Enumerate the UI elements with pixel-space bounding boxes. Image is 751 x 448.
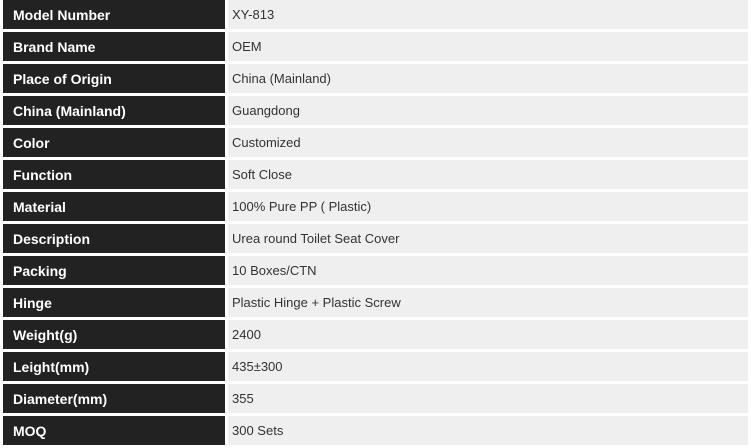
spec-label: Hinge (3, 288, 225, 317)
spec-label: Place of Origin (3, 64, 225, 93)
table-row: Material 100% Pure PP ( Plastic) (3, 192, 748, 221)
spec-label: Material (3, 192, 225, 221)
spec-label: China (Mainland) (3, 96, 225, 125)
spec-value: 100% Pure PP ( Plastic) (228, 192, 748, 221)
spec-value: Guangdong (228, 96, 748, 125)
spec-value: Plastic Hinge + Plastic Screw (228, 288, 748, 317)
table-row: Description Urea round Toilet Seat Cover (3, 224, 748, 253)
spec-label: Brand Name (3, 32, 225, 61)
spec-value: Customized (228, 128, 748, 157)
spec-label: Description (3, 224, 225, 253)
spec-label: Packing (3, 256, 225, 285)
spec-value: China (Mainland) (228, 64, 748, 93)
table-row: Weight(g) 2400 (3, 320, 748, 349)
spec-label: Diameter(mm) (3, 384, 225, 413)
spec-value: Urea round Toilet Seat Cover (228, 224, 748, 253)
table-row: Function Soft Close (3, 160, 748, 189)
table-row: Hinge Plastic Hinge + Plastic Screw (3, 288, 748, 317)
spec-label: MOQ (3, 416, 225, 445)
spec-value: OEM (228, 32, 748, 61)
table-row: Packing 10 Boxes/CTN (3, 256, 748, 285)
table-row: Color Customized (3, 128, 748, 157)
table-row: China (Mainland) Guangdong (3, 96, 748, 125)
table-row: MOQ 300 Sets (3, 416, 748, 445)
spec-label: Function (3, 160, 225, 189)
spec-value: Soft Close (228, 160, 748, 189)
table-row: Place of Origin China (Mainland) (3, 64, 748, 93)
spec-value: 355 (228, 384, 748, 413)
spec-label: Model Number (3, 0, 225, 29)
spec-value: 435±300 (228, 352, 748, 381)
spec-value: 2400 (228, 320, 748, 349)
spec-label: Leight(mm) (3, 352, 225, 381)
table-row: Model Number XY-813 (3, 0, 748, 29)
spec-label: Color (3, 128, 225, 157)
table-row: Leight(mm) 435±300 (3, 352, 748, 381)
table-row: Diameter(mm) 355 (3, 384, 748, 413)
spec-label: Weight(g) (3, 320, 225, 349)
spec-value: 10 Boxes/CTN (228, 256, 748, 285)
spec-value: XY-813 (228, 0, 748, 29)
spec-value: 300 Sets (228, 416, 748, 445)
table-row: Brand Name OEM (3, 32, 748, 61)
